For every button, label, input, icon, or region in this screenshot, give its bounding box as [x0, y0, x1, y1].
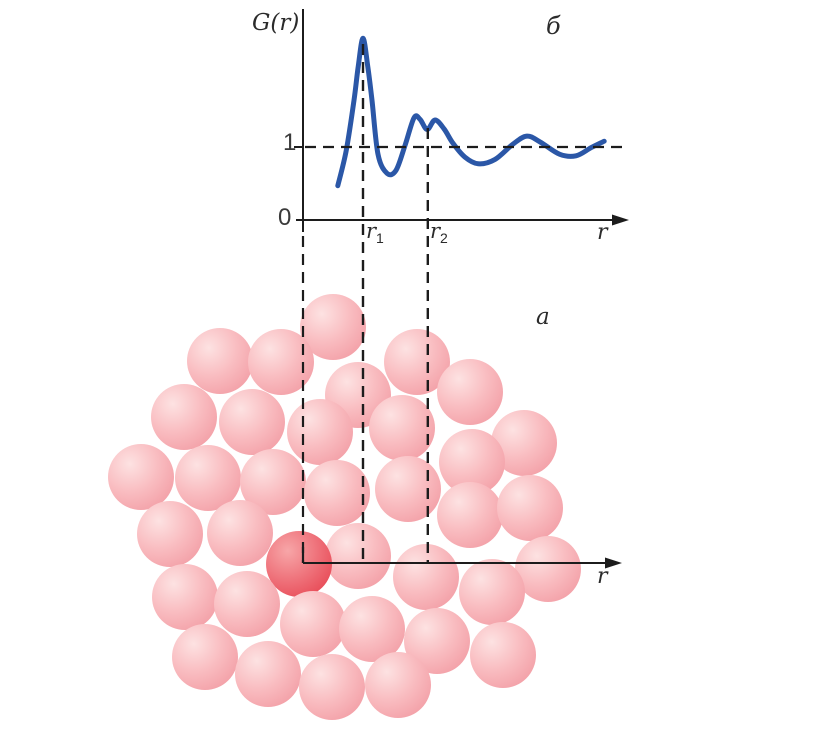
atom-sphere [280, 591, 346, 657]
atom-sphere [459, 559, 525, 625]
panel-a-label: а [536, 304, 550, 330]
atom-sphere [137, 501, 203, 567]
atom-sphere [515, 536, 581, 602]
atom-sphere [219, 389, 285, 455]
atom-sphere [172, 624, 238, 690]
r1-label: r1 [366, 219, 384, 247]
panel-b-label: б [546, 12, 561, 40]
atom-sphere [375, 456, 441, 522]
y-tick-1-label: 1 [283, 129, 297, 156]
atom-sphere [393, 544, 459, 610]
atom-sphere [437, 359, 503, 425]
atom-sphere [108, 444, 174, 510]
atom-sphere [339, 596, 405, 662]
atom-sphere [470, 622, 536, 688]
atom-sphere [325, 523, 391, 589]
atom-sphere [235, 641, 301, 707]
r1-label-sub: 1 [376, 230, 384, 247]
y-tick-0-label: 0 [278, 204, 292, 231]
atom-sphere [437, 482, 503, 548]
atom-sphere [369, 395, 435, 461]
r2-label-sub: 2 [440, 230, 448, 247]
x-axis-arrow-top-icon [612, 214, 629, 226]
atom-sphere [304, 460, 370, 526]
atom-sphere [151, 384, 217, 450]
x-axis-label-bottom: r [597, 564, 608, 589]
r1-label-base: r [366, 219, 377, 243]
atom-sphere [497, 475, 563, 541]
atom-sphere [365, 652, 431, 718]
atom-sphere [207, 500, 273, 566]
atom-sphere [187, 328, 253, 394]
atom-sphere [287, 399, 353, 465]
x-axis-label-top: r [597, 220, 608, 245]
atom-sphere [175, 445, 241, 511]
y-axis-label: G(r) [252, 10, 300, 36]
r2-label-base: r [430, 219, 441, 243]
atom-sphere [214, 571, 280, 637]
r2-label: r2 [430, 219, 448, 247]
gofr-curve [335, 35, 607, 189]
atom-sphere [299, 654, 365, 720]
atom-sphere [152, 564, 218, 630]
bottom-axis-arrow-icon [605, 557, 622, 569]
